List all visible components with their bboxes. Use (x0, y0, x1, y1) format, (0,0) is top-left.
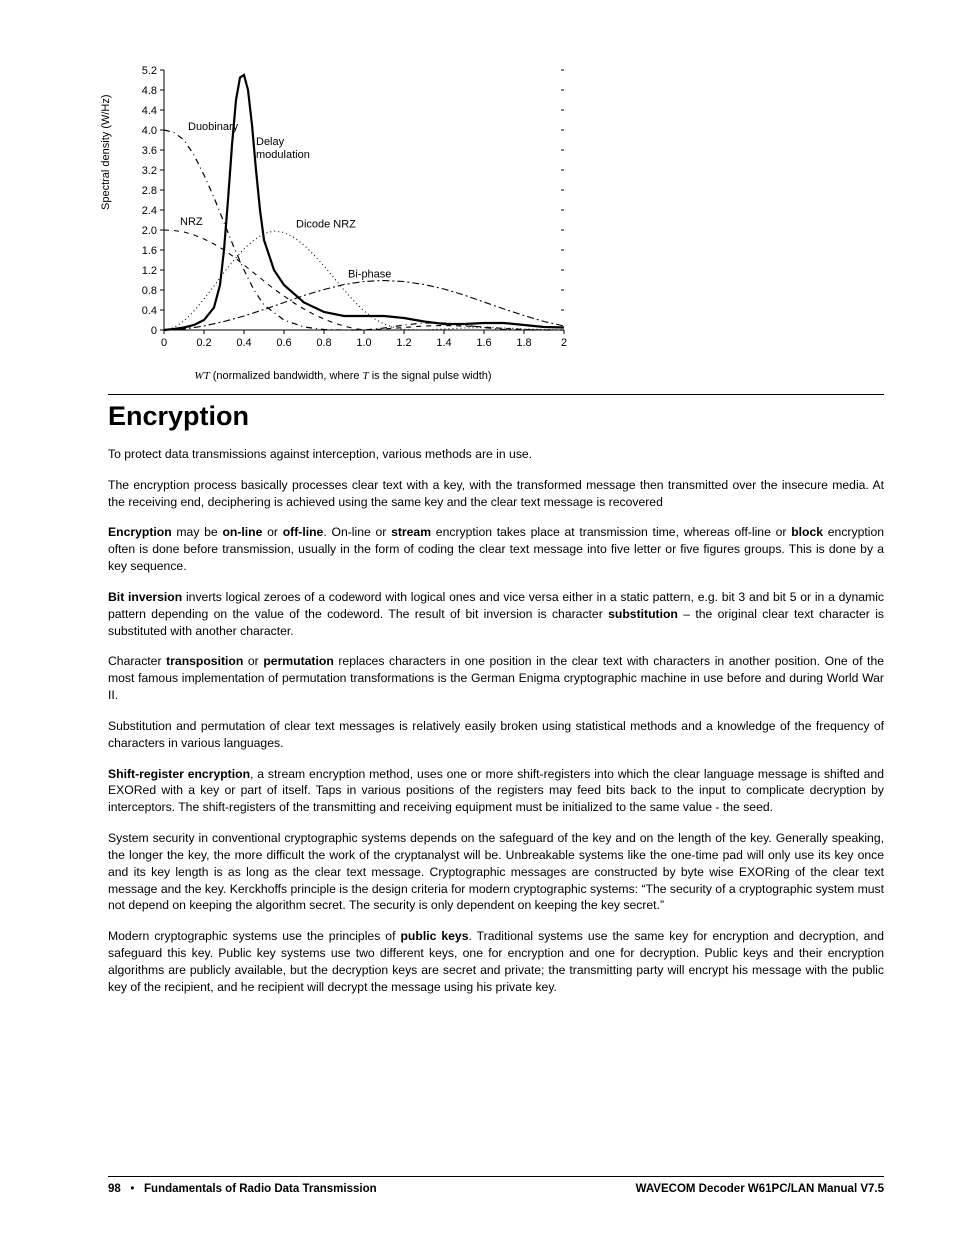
bold-term: block (791, 525, 823, 539)
svg-text:5.2: 5.2 (142, 65, 157, 77)
footer-right: WAVECOM Decoder W61PC/LAN Manual V7.5 (636, 1183, 884, 1195)
chart-y-axis-label: Spectral density (W/Hz) (100, 94, 112, 210)
svg-text:3.6: 3.6 (142, 145, 157, 157)
svg-text:0.6: 0.6 (276, 337, 291, 349)
svg-text:2: 2 (561, 337, 567, 349)
text-run: Modern cryptographic systems use the pri… (108, 929, 400, 943)
svg-text:1.0: 1.0 (356, 337, 371, 349)
bold-term: Encryption (108, 525, 172, 539)
bold-term: off-line (283, 525, 324, 539)
paragraph: Character transposition or permutation r… (108, 653, 884, 703)
svg-text:1.2: 1.2 (396, 337, 411, 349)
paragraph: The encryption process basically process… (108, 477, 884, 511)
paragraph: To protect data transmissions against in… (108, 446, 884, 463)
bold-term: public keys (400, 929, 468, 943)
svg-text:2.4: 2.4 (142, 205, 157, 217)
chart-x-axis-label: WT (normalized bandwidth, where T is the… (108, 370, 578, 382)
body-text: To protect data transmissions against in… (108, 446, 884, 996)
text-run: . On-line or (323, 525, 391, 539)
text-run: Substitution and permutation of clear te… (108, 719, 884, 750)
svg-text:1.6: 1.6 (476, 337, 491, 349)
svg-text:1.2: 1.2 (142, 265, 157, 277)
svg-text:3.2: 3.2 (142, 165, 157, 177)
text-run: To protect data transmissions against in… (108, 447, 532, 461)
footer-left: 98 • Fundamentals of Radio Data Transmis… (108, 1183, 377, 1195)
paragraph: System security in conventional cryptogr… (108, 830, 884, 914)
text-run: The encryption process basically process… (108, 478, 884, 509)
bold-term: stream (391, 525, 431, 539)
text-run: or (262, 525, 282, 539)
text-run: System security in conventional cryptogr… (108, 831, 884, 912)
text-run: encryption takes place at transmission t… (431, 525, 791, 539)
svg-text:Bi-phase: Bi-phase (348, 269, 391, 281)
svg-text:NRZ: NRZ (180, 216, 203, 228)
svg-text:1.4: 1.4 (436, 337, 451, 349)
bold-term: transposition (166, 654, 243, 668)
spectral-density-chart: Spectral density (W/Hz) 00.40.81.21.62.0… (108, 60, 578, 380)
bold-term: Bit inversion (108, 590, 182, 604)
svg-text:0.2: 0.2 (196, 337, 211, 349)
section-divider (108, 394, 884, 395)
paragraph: Encryption may be on-line or off-line. O… (108, 524, 884, 574)
svg-text:2.8: 2.8 (142, 185, 157, 197)
bold-term: permutation (263, 654, 333, 668)
svg-text:4.4: 4.4 (142, 105, 157, 117)
paragraph: Bit inversion inverts logical zeroes of … (108, 589, 884, 639)
chart-svg: 0 0.4 0.8 1.2 1.6 2.0 2.4 2.8 3.2 3.6 4.0 4.4 4.8 5.2… (108, 60, 578, 360)
bold-term: Shift-register encryption (108, 767, 250, 781)
bold-term: on-line (222, 525, 262, 539)
svg-text:0.8: 0.8 (316, 337, 331, 349)
svg-text:0: 0 (151, 325, 157, 337)
svg-text:0.4: 0.4 (236, 337, 251, 349)
page-footer: 98 • Fundamentals of Radio Data Transmis… (108, 1176, 884, 1195)
section-title: Encryption (108, 401, 884, 432)
svg-text:1.6: 1.6 (142, 245, 157, 257)
paragraph: Shift-register encryption, a stream encr… (108, 766, 884, 816)
svg-text:modulation: modulation (256, 149, 310, 161)
svg-text:Duobinary: Duobinary (188, 121, 239, 133)
svg-text:2.0: 2.0 (142, 225, 157, 237)
text-run: may be (172, 525, 223, 539)
svg-text:0.8: 0.8 (142, 285, 157, 297)
footer-chapter: Fundamentals of Radio Data Transmission (144, 1183, 377, 1195)
text-run: Character (108, 654, 166, 668)
text-run: or (243, 654, 263, 668)
paragraph: Substitution and permutation of clear te… (108, 718, 884, 752)
svg-text:0.4: 0.4 (142, 305, 157, 317)
svg-text:4.0: 4.0 (142, 125, 157, 137)
svg-text:0: 0 (161, 337, 167, 349)
svg-text:Dicode NRZ: Dicode NRZ (296, 219, 356, 231)
footer-page-number: 98 (108, 1183, 121, 1195)
svg-text:Delay: Delay (256, 136, 285, 148)
paragraph: Modern cryptographic systems use the pri… (108, 928, 884, 995)
svg-text:4.8: 4.8 (142, 85, 157, 97)
bold-term: substitution (608, 607, 678, 621)
svg-text:1.8: 1.8 (516, 337, 531, 349)
